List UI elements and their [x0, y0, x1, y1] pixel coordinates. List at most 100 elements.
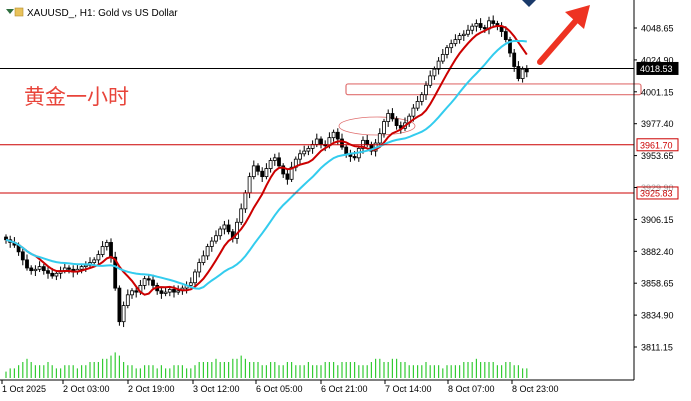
candle — [96, 250, 101, 266]
candle — [46, 266, 50, 279]
price-tick-label: 3882.40 — [641, 247, 674, 257]
price-tick-label: 3906.15 — [641, 215, 674, 225]
candle — [466, 24, 470, 37]
time-tick-label: 8 Oct 07:00 — [448, 384, 495, 394]
candle — [209, 237, 214, 252]
candle — [113, 251, 118, 291]
price-tick-label: 4001.15 — [641, 87, 674, 97]
svg-text:3925.83: 3925.83 — [640, 188, 673, 198]
moving-average-fast-line — [5, 24, 528, 296]
candle — [121, 301, 126, 328]
candle — [508, 36, 512, 58]
candle — [29, 265, 34, 275]
candle — [159, 286, 164, 299]
candle — [256, 163, 260, 176]
candle — [415, 96, 420, 111]
candle — [268, 157, 273, 173]
price-level-label: 3961.70 — [636, 138, 679, 152]
price-tick-label: 4024.90 — [641, 55, 674, 65]
candle — [20, 247, 25, 266]
candle — [440, 49, 445, 64]
candle — [394, 116, 399, 130]
time-tick-label: 2 Oct 19:00 — [128, 384, 175, 394]
time-tick-label: 1 Oct 2025 — [2, 384, 46, 394]
candle — [214, 230, 218, 244]
price-level-label: 4018.53 — [636, 61, 679, 75]
candle — [197, 258, 202, 278]
price-tick-label: 3953.65 — [641, 151, 674, 161]
candle — [167, 286, 172, 297]
price-tick-label: 3858.65 — [641, 279, 674, 289]
chart-title: XAUUSD_, H1: Gold vs US Dollar — [27, 8, 178, 19]
candle — [226, 219, 231, 235]
time-tick-label: 2 Oct 03:00 — [63, 384, 110, 394]
trend-arrow-icon — [537, 5, 590, 65]
candle — [41, 263, 46, 275]
candle — [37, 261, 42, 272]
candle — [201, 250, 206, 266]
candle — [79, 263, 84, 274]
candle — [449, 39, 454, 54]
symbol-icon — [14, 7, 24, 17]
price-tick-label: 3811.15 — [641, 343, 673, 353]
time-tick-label: 7 Oct 14:00 — [385, 384, 432, 394]
candle — [461, 30, 466, 41]
candle — [302, 145, 307, 157]
price-tick-label: 3977.40 — [641, 119, 674, 129]
price-tick-label: 3834.90 — [641, 311, 674, 321]
candle — [218, 226, 223, 240]
candle — [453, 34, 458, 47]
candle — [272, 153, 277, 166]
price-axis: 4048.65 4024.90 4001.15 3977.40 3953.65 3929.… — [634, 24, 674, 353]
candle — [478, 18, 483, 31]
candle — [306, 145, 311, 156]
candle — [470, 23, 475, 35]
candle — [428, 70, 433, 88]
price-level-label: 3925.83 — [636, 186, 679, 200]
candle — [377, 128, 382, 146]
annotation-ellipse — [338, 116, 416, 136]
candle — [193, 269, 197, 287]
candle — [277, 152, 281, 169]
svg-text:4018.53: 4018.53 — [640, 64, 673, 74]
candle — [54, 270, 59, 281]
candle — [491, 15, 496, 27]
candle — [142, 276, 147, 290]
candle — [516, 61, 521, 82]
time-tick-label: 6 Oct 21:00 — [321, 384, 368, 394]
price-tick-label: 3929.90 — [641, 183, 674, 193]
time-tick-label: 6 Oct 05:00 — [256, 384, 303, 394]
candle — [289, 161, 294, 182]
candle — [524, 65, 529, 78]
candle — [264, 163, 269, 180]
candle — [251, 160, 256, 180]
resistance-zone — [345, 83, 642, 96]
candle — [386, 109, 391, 127]
candle — [424, 81, 428, 101]
candle — [281, 163, 286, 178]
candle — [419, 92, 424, 106]
candle — [382, 118, 386, 138]
candle — [520, 66, 525, 83]
candle — [117, 285, 122, 326]
candle — [260, 167, 265, 182]
candle — [151, 274, 155, 289]
chart-annotation: 黄金一小时 — [24, 85, 129, 109]
svg-text:3961.70: 3961.70 — [640, 140, 673, 150]
shift-marker-icon[interactable] — [522, 0, 536, 7]
chart-menu-icon[interactable] — [6, 9, 14, 14]
candle — [130, 288, 134, 299]
candle — [163, 286, 168, 297]
time-axis: 1 Oct 2025 2 Oct 03:00 2 Oct 19:00 3 Oct 12… — [1, 380, 559, 394]
candle — [331, 129, 336, 142]
candle — [285, 169, 290, 185]
candle — [436, 57, 441, 75]
candle — [298, 149, 302, 165]
candle — [239, 203, 244, 225]
candle — [474, 19, 479, 32]
moving-average-slow-line — [5, 39, 527, 290]
candle — [134, 286, 139, 298]
candle — [104, 239, 109, 251]
